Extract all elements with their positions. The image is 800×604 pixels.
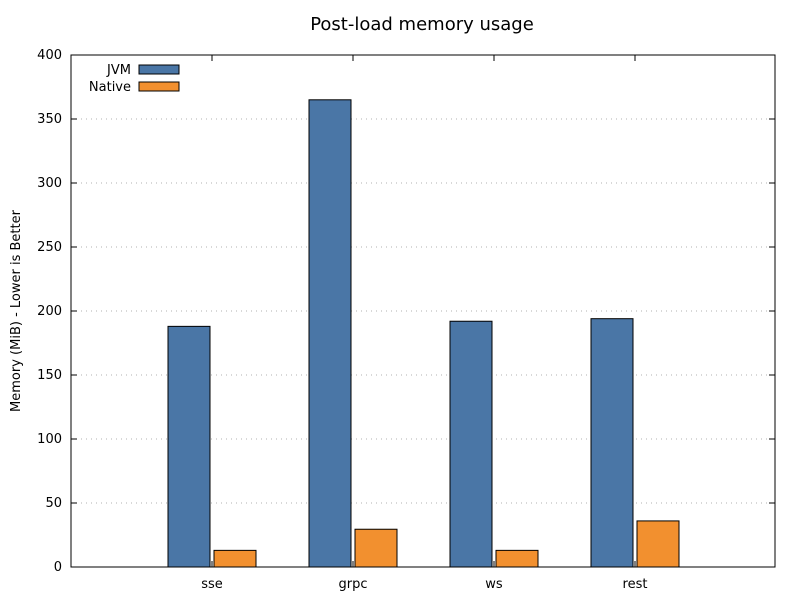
y-tick-label: 150 [37,368,62,383]
chart-title: Post-load memory usage [310,14,534,35]
legend-label-jvm: JVM [106,63,131,78]
axis-ticks: 0 50 100 150 200 250 300 350 400 sse grpc ws rest [37,48,775,592]
legend: JVM Native [89,63,180,95]
y-tick-label: 200 [37,304,62,319]
x-tick-label: grpc [339,577,368,592]
y-tick-label: 50 [45,496,62,511]
bar-native-grpc [354,528,398,568]
bar-jvm-ws [449,320,493,568]
x-tick-label: rest [623,577,648,592]
bar-native-rest [636,520,680,568]
y-tick-label: 350 [37,112,62,127]
bar-native-ws [495,549,539,568]
legend-swatch-native [138,81,180,92]
bars [167,99,680,568]
x-tick-label: sse [201,577,223,592]
bar-jvm-rest [590,318,634,568]
x-tick-label: ws [485,577,503,592]
legend-swatch-jvm [138,64,180,75]
y-tick-label: 100 [37,432,62,447]
y-tick-label: 0 [54,560,62,575]
legend-label-native: Native [89,80,131,95]
y-tick-label: 400 [37,48,62,63]
bar-jvm-sse [167,325,211,568]
bar-native-sse [213,549,257,568]
y-tick-label: 250 [37,240,62,255]
y-axis-label: Memory (MiB) - Lower is Better [9,209,24,412]
y-tick-label: 300 [37,176,62,191]
bar-jvm-grpc [308,99,352,568]
